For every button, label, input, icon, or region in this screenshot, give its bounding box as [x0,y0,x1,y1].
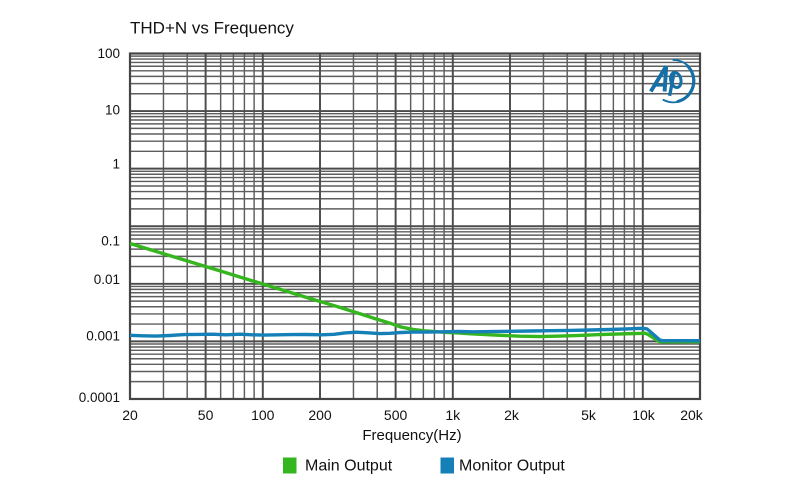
svg-text:THD+N vs Frequency: THD+N vs Frequency [130,19,294,38]
svg-text:1: 1 [112,157,120,172]
svg-text:100: 100 [97,46,120,61]
svg-text:0.01: 0.01 [94,272,120,287]
svg-text:10: 10 [105,103,120,118]
svg-text:10k: 10k [632,407,656,423]
svg-text:200: 200 [308,407,332,423]
svg-text:20k: 20k [680,407,704,423]
svg-text:2k: 2k [504,407,520,423]
svg-text:1k: 1k [445,407,461,423]
svg-text:5k: 5k [581,407,597,423]
svg-text:20: 20 [122,407,138,423]
svg-text:Monitor Output: Monitor Output [459,457,565,474]
svg-text:Main Output: Main Output [305,457,393,474]
svg-text:Frequency(Hz): Frequency(Hz) [362,427,461,444]
svg-text:0.1: 0.1 [101,233,120,248]
svg-text:100: 100 [251,407,275,423]
svg-text:50: 50 [198,407,214,423]
svg-text:500: 500 [384,407,408,423]
svg-text:0.0001: 0.0001 [79,390,120,405]
svg-text:0.001: 0.001 [86,329,120,344]
